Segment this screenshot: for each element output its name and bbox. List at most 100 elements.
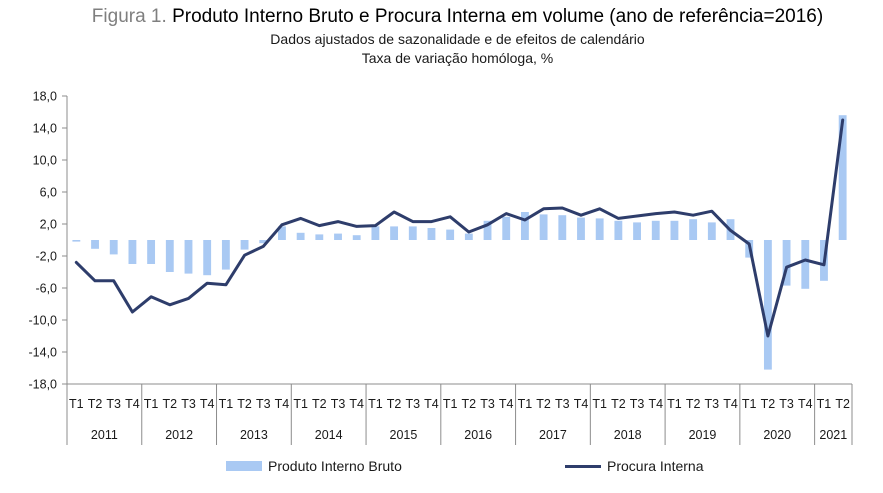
- bar-pib: [502, 216, 511, 240]
- bar-pib: [334, 233, 342, 240]
- bar-pib: [390, 226, 399, 240]
- bar-pib: [801, 240, 810, 289]
- x-tick-label-quarter: T1: [293, 397, 308, 411]
- bar-pib: [408, 226, 417, 240]
- chart-title-main: Produto Interno Bruto e Procura Interna …: [172, 6, 824, 27]
- x-tick-label-quarter: T2: [611, 397, 626, 411]
- chart-title-prefix: Figura 1.: [91, 6, 167, 27]
- bar-pib: [128, 240, 137, 264]
- x-tick-label-quarter: T2: [387, 397, 402, 411]
- x-tick-label-quarter: T2: [536, 397, 551, 411]
- x-tick-label-quarter: T4: [798, 397, 813, 411]
- bar-pib: [296, 232, 305, 240]
- legend-label-pib: Produto Interno Bruto: [268, 458, 402, 474]
- x-tick-label-quarter: T2: [761, 397, 776, 411]
- x-tick-label-quarter: T3: [480, 397, 495, 411]
- x-tick-label-quarter: T2: [163, 397, 178, 411]
- y-tick-label: 6,0: [40, 186, 57, 200]
- y-tick-label: 2,0: [40, 218, 57, 232]
- bar-pib: [838, 115, 847, 240]
- y-tick-label: -14,0: [29, 346, 58, 360]
- x-tick-label-quarter: T1: [518, 397, 533, 411]
- bar-pib: [371, 226, 380, 240]
- legend-item-pib: Produto Interno Bruto: [226, 458, 402, 474]
- x-tick-label-year: 2019: [689, 428, 717, 442]
- x-tick-label-year: 2018: [614, 428, 642, 442]
- legend-item-procura: Procura Interna: [565, 458, 704, 474]
- y-tick-label: 18,0: [33, 90, 57, 104]
- legend-label-procura: Procura Interna: [607, 458, 704, 474]
- bar-pib: [352, 235, 361, 240]
- x-tick-label-quarter: T1: [592, 397, 607, 411]
- x-tick-label-year: 2011: [91, 428, 118, 442]
- x-tick-label-quarter: T4: [125, 397, 140, 411]
- y-tick-label: 10,0: [33, 154, 57, 168]
- bar-pib: [278, 226, 286, 240]
- bar-pib: [72, 240, 81, 242]
- bar-pib: [633, 222, 641, 240]
- bar-pib: [446, 229, 455, 240]
- x-tick-label-quarter: T4: [648, 397, 663, 411]
- chart-title: Figura 1. Produto Interno Bruto e Procur…: [32, 4, 883, 30]
- bar-pib: [763, 240, 772, 370]
- x-tick-label-quarter: T3: [331, 397, 346, 411]
- x-tick-label-quarter: T1: [219, 397, 234, 411]
- x-tick-label-year: 2020: [763, 428, 791, 442]
- x-tick-label-quarter: T1: [817, 397, 832, 411]
- bar-pib: [165, 240, 174, 272]
- y-tick-label: -10,0: [29, 314, 58, 328]
- bar-pib: [539, 214, 548, 240]
- x-tick-label-quarter: T1: [368, 397, 383, 411]
- bar-pib: [259, 240, 268, 244]
- x-tick-label-year: 2012: [165, 428, 193, 442]
- x-tick-label-year: 2016: [464, 428, 492, 442]
- x-tick-label-quarter: T3: [630, 397, 645, 411]
- x-tick-label-year: 2021: [819, 428, 847, 442]
- x-tick-label-quarter: T2: [835, 397, 850, 411]
- line-procura-interna: [74, 118, 845, 338]
- bar-pib: [595, 218, 604, 240]
- x-tick-label-quarter: T2: [462, 397, 477, 411]
- y-tick-label: -6,0: [35, 282, 57, 296]
- x-tick-label-quarter: T4: [499, 397, 514, 411]
- bar-pib: [689, 219, 698, 240]
- bar-pib: [520, 212, 529, 240]
- bar-pib: [577, 217, 585, 240]
- x-tick-label-quarter: T4: [574, 397, 589, 411]
- legend-swatch-bar: [226, 461, 262, 471]
- bar-pib: [483, 220, 492, 240]
- x-tick-label-year: 2015: [390, 428, 418, 442]
- y-tick-label: -2,0: [35, 250, 57, 264]
- bar-pib: [614, 220, 623, 240]
- bar-pib: [427, 228, 436, 240]
- x-tick-label-quarter: T4: [275, 397, 290, 411]
- bar-pib: [109, 240, 118, 255]
- bar-pib: [707, 222, 716, 240]
- bar-pib: [240, 240, 249, 250]
- x-tick-label-quarter: T3: [779, 397, 794, 411]
- x-tick-label-quarter: T2: [88, 397, 103, 411]
- chart-subtitle-1: Dados ajustados de sazonalidade e de efe…: [270, 31, 645, 47]
- x-tick-label-quarter: T2: [312, 397, 327, 411]
- x-tick-label-quarter: T1: [667, 397, 682, 411]
- x-tick-label-quarter: T3: [106, 397, 121, 411]
- bar-pib: [782, 240, 791, 286]
- chart-subtitle-2: Taxa de variação homóloga, %: [361, 50, 554, 66]
- x-tick-label-quarter: T3: [555, 397, 570, 411]
- x-tick-label-year: 2017: [539, 428, 567, 442]
- x-tick-label-quarter: T4: [200, 397, 215, 411]
- x-tick-label-year: 2014: [315, 428, 343, 442]
- x-tick-label-quarter: T1: [443, 397, 458, 411]
- x-tick-label-quarter: T1: [742, 397, 757, 411]
- bar-pib: [315, 234, 324, 240]
- bar-pib: [203, 240, 212, 276]
- bar-pib: [91, 240, 99, 249]
- x-tick-label-quarter: T4: [424, 397, 439, 411]
- x-tick-label-quarter: T2: [686, 397, 701, 411]
- x-tick-label-quarter: T3: [705, 397, 720, 411]
- x-tick-label-quarter: T3: [405, 397, 420, 411]
- legend-swatch-line: [565, 464, 601, 468]
- x-tick-label-quarter: T1: [69, 397, 84, 411]
- x-tick-label-quarter: T1: [144, 397, 159, 411]
